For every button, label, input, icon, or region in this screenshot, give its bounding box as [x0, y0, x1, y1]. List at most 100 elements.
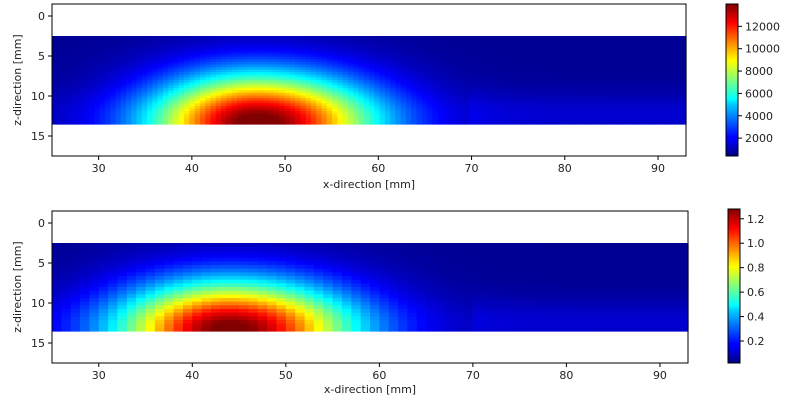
heatmap-cell: [52, 261, 62, 266]
heatmap-cell: [88, 90, 95, 94]
heatmap-cell: [603, 268, 614, 273]
heatmap-cell: [622, 283, 633, 288]
heatmap-cell: [353, 61, 360, 66]
heatmap-cell: [358, 103, 365, 107]
heatmap-cell: [495, 87, 502, 91]
heatmap-cell: [506, 103, 513, 107]
heatmap-cell: [585, 59, 592, 63]
heatmap-cell: [596, 111, 603, 115]
heatmap-cell: [78, 59, 85, 63]
heatmap-cell: [226, 64, 233, 68]
heatmap-cell: [347, 74, 354, 79]
heatmap-cell: [557, 272, 568, 277]
heatmap-cell: [168, 95, 175, 99]
heatmap-cell: [370, 250, 380, 255]
heatmap-cell: [606, 113, 613, 117]
heatmap-cell: [258, 111, 264, 115]
heatmap-cell: [448, 100, 455, 104]
heatmap-cell: [437, 69, 444, 73]
heatmap-cell: [654, 113, 661, 117]
heatmap-cell: [226, 111, 233, 115]
heatmap-cell: [543, 100, 550, 104]
heatmap-cell: [659, 80, 666, 84]
heatmap-cell: [559, 74, 566, 79]
heatmap-cell: [511, 121, 518, 125]
heatmap-cell: [511, 105, 518, 110]
heatmap-cell: [437, 80, 444, 84]
heatmap-cell: [617, 64, 624, 68]
heatmap-cell: [89, 276, 100, 281]
heatmap-cell: [379, 279, 390, 284]
heatmap-cell: [353, 87, 360, 91]
heatmap-cell: [247, 41, 254, 45]
heatmap-cell: [532, 69, 539, 73]
heatmap-cell: [173, 250, 184, 255]
heatmap-cell: [310, 85, 317, 89]
heatmap-cell: [141, 46, 148, 50]
heatmap-cell: [279, 67, 286, 71]
heatmap-cell: [73, 64, 80, 68]
heatmap-cell: [575, 272, 586, 277]
heatmap-cell: [472, 254, 483, 259]
heatmap-cell: [490, 85, 497, 89]
heatmap-cell: [199, 38, 206, 42]
heatmap-cell: [99, 59, 106, 63]
heatmap-cell: [321, 41, 328, 45]
heatmap-cell: [547, 243, 558, 248]
heatmap-cell: [566, 265, 577, 270]
heatmap-cell: [258, 51, 264, 55]
heatmap-cell: [612, 92, 618, 97]
heatmap-cell: [390, 77, 397, 81]
heatmap-cell: [442, 87, 449, 91]
heatmap-cell: [263, 87, 270, 91]
heatmap-cell: [369, 111, 375, 115]
heatmap-cell: [205, 113, 212, 117]
heatmap-cell: [490, 118, 497, 123]
heatmap-cell: [67, 111, 74, 115]
heatmap-cell: [57, 67, 64, 71]
heatmap-cell: [405, 41, 412, 45]
heatmap-cell: [210, 77, 217, 81]
heatmap-cell: [358, 77, 365, 81]
heatmap-cell: [141, 36, 148, 40]
heatmap-cell: [407, 257, 418, 262]
heatmap-cell: [664, 51, 671, 55]
heatmap-cell: [575, 103, 581, 107]
heatmap-cell: [654, 48, 661, 53]
heatmap-cell: [201, 279, 212, 284]
heatmap-cell: [94, 59, 101, 63]
heatmap-cell: [678, 268, 689, 273]
heatmap-cell: [675, 98, 682, 102]
heatmap-cell: [532, 38, 539, 42]
heatmap-cell: [239, 246, 250, 251]
heatmap-cell: [617, 43, 624, 47]
heatmap-cell: [511, 103, 518, 107]
heatmap-cell: [332, 103, 338, 107]
heatmap-cell: [522, 77, 529, 81]
heatmap-cell: [257, 287, 268, 292]
heatmap-cell: [453, 80, 460, 84]
heatmap-cell: [527, 90, 534, 94]
heatmap-cell: [575, 105, 581, 110]
heatmap-cell: [580, 51, 587, 55]
x-axis-label-1: x-direction [mm]: [323, 178, 415, 191]
heatmap-cell: [284, 85, 291, 89]
heatmap-cell: [211, 265, 221, 270]
heatmap-cell: [284, 48, 291, 53]
heatmap-cell: [511, 69, 518, 73]
heatmap-cell: [141, 72, 148, 76]
heatmap-cell: [606, 38, 613, 42]
heatmap-cell: [370, 268, 380, 273]
heatmap-cell: [220, 279, 231, 284]
heatmap-cell: [236, 105, 243, 110]
heatmap-cell: [606, 118, 613, 123]
heatmap-cell: [649, 92, 655, 97]
heatmap-cell: [569, 100, 576, 104]
heatmap-cell: [337, 105, 344, 110]
heatmap-cell: [469, 38, 476, 42]
heatmap-cell: [94, 103, 101, 107]
heatmap-cell: [469, 121, 476, 125]
heatmap-cell: [627, 113, 634, 117]
heatmap-cell: [358, 72, 365, 76]
heatmap-cell: [548, 67, 555, 71]
